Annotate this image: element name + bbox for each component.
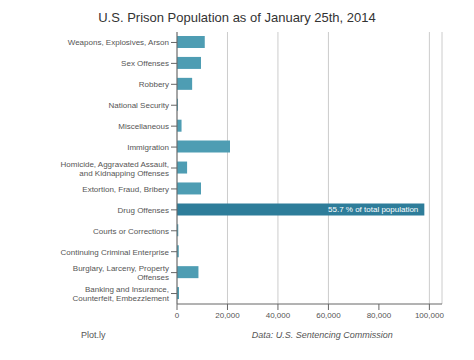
svg-text:55.7 % of total population: 55.7 % of total population: [328, 205, 418, 214]
svg-text:60,000: 60,000: [316, 311, 341, 320]
svg-text:Immigration: Immigration: [127, 143, 169, 152]
svg-text:National Security: National Security: [109, 101, 169, 110]
svg-text:Drug Offenses: Drug Offenses: [118, 206, 169, 215]
svg-text:Continuing Criminal Enterprise: Continuing Criminal Enterprise: [61, 248, 170, 257]
svg-text:Weapons, Explosives, Arson: Weapons, Explosives, Arson: [68, 38, 169, 47]
html-text:U.S. Prison Population as of J: U.S. Prison Population as of January 25t…: [98, 10, 376, 25]
html-text:Data: U.S. Sentencing Commissi: Data: U.S. Sentencing Commission: [251, 330, 393, 340]
svg-text:Miscellaneous: Miscellaneous: [118, 122, 169, 131]
svg-text:20,000: 20,000: [215, 311, 240, 320]
svg-text:Robbery: Robbery: [139, 80, 169, 89]
svg-text:Courts or Corrections: Courts or Corrections: [93, 227, 169, 236]
svg-text:80,000: 80,000: [367, 311, 392, 320]
svg-text:Extortion, Fraud, Bribery: Extortion, Fraud, Bribery: [82, 185, 169, 194]
html-text:Plot.ly: Plot.ly: [81, 330, 106, 340]
svg-text:40,000: 40,000: [266, 311, 291, 320]
svg-text:0: 0: [175, 311, 180, 320]
svg-text:Burglary, Larceny, PropertyOff: Burglary, Larceny, PropertyOffenses: [73, 264, 169, 282]
svg-text:100,000: 100,000: [415, 311, 444, 320]
svg-text:Banking and Insurance,Counterf: Banking and Insurance,Counterfeit, Embez…: [73, 285, 170, 303]
svg-text:Homicide, Aggravated Assault,a: Homicide, Aggravated Assault,and Kidnapp…: [60, 160, 169, 178]
svg-text:Sex Offenses: Sex Offenses: [121, 59, 169, 68]
